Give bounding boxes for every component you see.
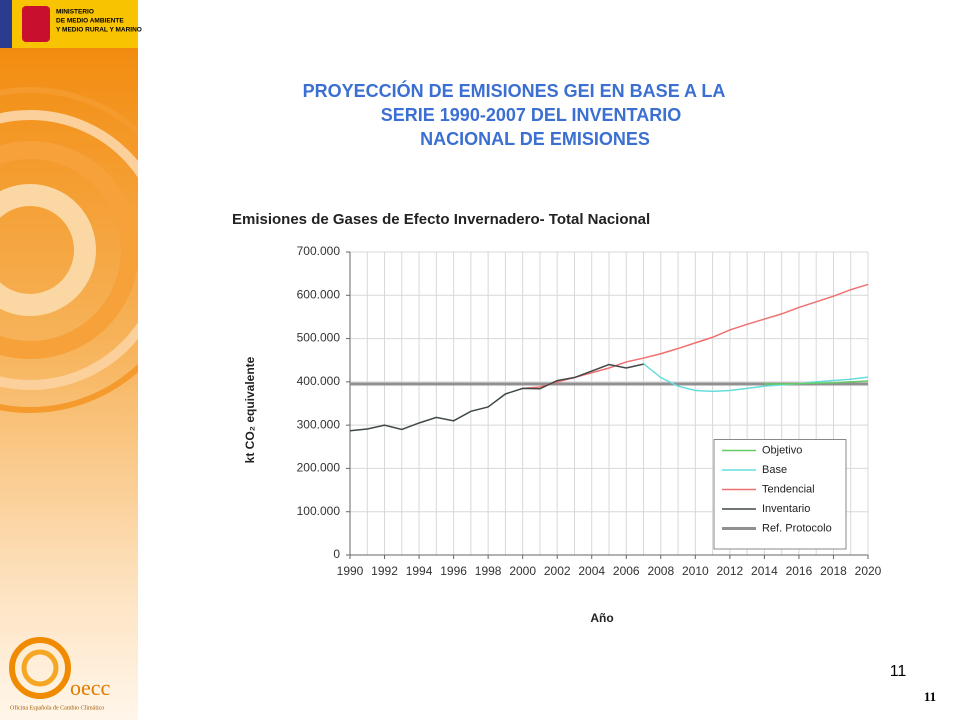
x-tick-label: 1990 [337,564,364,578]
x-tick-label: 1994 [406,564,433,578]
slide-title: SERIE 1990-2007 DEL INVENTARIO [381,105,681,125]
chart-title: Emisiones de Gases de Efecto Invernadero… [232,211,650,228]
x-tick-label: 2016 [786,564,813,578]
slide-title: NACIONAL DE EMISIONES [420,129,650,149]
page-number-small: 11 [924,689,936,704]
ministry-line: DE MEDIO AMBIENTE [56,18,124,25]
series-line [349,363,644,432]
x-tick-label: 2012 [717,564,744,578]
ministry-line: MINISTERIO [56,9,94,16]
oecc-text: oecc [70,675,111,700]
x-tick-label: 2018 [820,564,847,578]
ministry-line: Y MEDIO RURAL Y MARINO [56,27,142,34]
x-tick-label: 2000 [509,564,536,578]
x-tick-label: 2010 [682,564,709,578]
series-line [643,363,869,393]
x-tick-label: 1992 [371,564,398,578]
y-tick-label: 300.000 [297,417,341,431]
oecc-logo [9,637,71,699]
eu-flag [0,0,12,48]
y-tick-label: 100.000 [297,504,341,518]
x-tick-label: 2004 [578,564,605,578]
crest [22,6,50,42]
x-tick-label: 2002 [544,564,571,578]
oecc-logo [21,649,59,687]
y-tick-label: 400.000 [297,374,341,388]
legend-label: Tendencial [762,483,815,495]
slide-title: PROYECCIÓN DE EMISIONES GEI EN BASE A LA [303,80,726,101]
x-tick-label: 1996 [440,564,467,578]
x-tick-label: 1998 [475,564,502,578]
page-number: 11 [890,663,907,680]
legend-label: Base [762,464,787,476]
y-tick-label: 0 [333,547,340,561]
legend: Objetivo Base Tendencial Inventario Ref. Pro… [713,439,847,550]
x-tick-label: 2008 [647,564,674,578]
legend-box [713,439,847,550]
x-tick-label: 2014 [751,564,778,578]
legend-label: Ref. Protocolo [762,522,832,534]
y-tick-label: 700.000 [297,244,341,258]
x-tick-label: 2006 [613,564,640,578]
y-tick-label: 600.000 [297,287,341,301]
plot: 0 100.000 200.000 300.000 400.000 500.000 600.… [297,244,882,578]
decoration [0,87,138,413]
y-tick-label: 200.000 [297,461,341,475]
oecc-office: Oficina Española de Cambio Climático [10,704,104,711]
series-line [764,380,869,385]
legend-label: Objetivo [762,444,802,456]
x-tick-label: 2020 [855,564,882,578]
y-axis-label: kt CO₂ equivalente [243,356,257,463]
legend-label: Inventario [762,503,810,515]
x-axis-label: Año [590,611,613,625]
y-tick-label: 500.000 [297,331,341,345]
